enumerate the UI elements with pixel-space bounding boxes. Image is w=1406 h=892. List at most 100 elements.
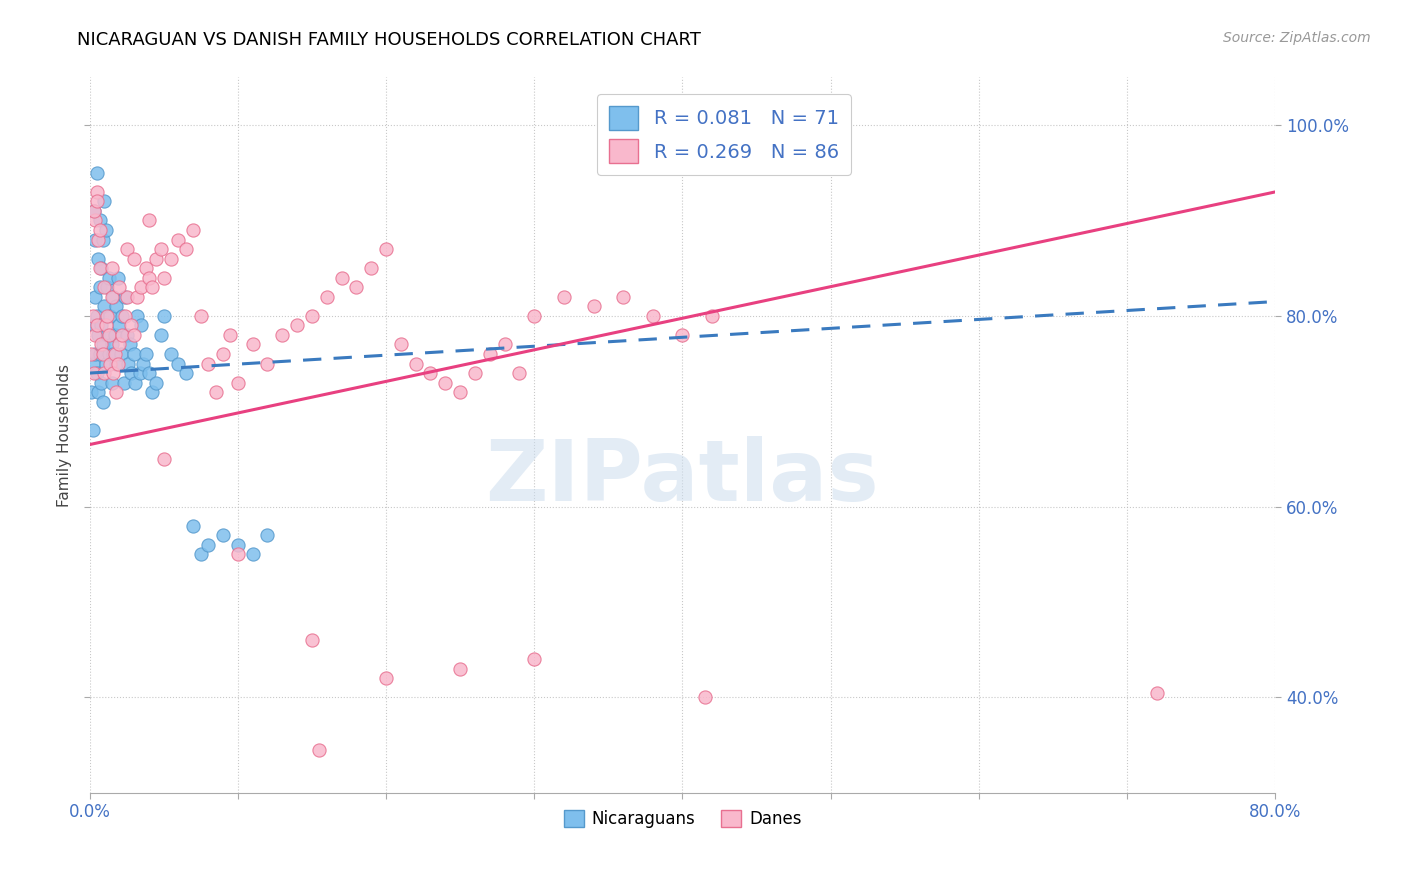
Point [84, 213, 107, 227]
Point [108, 318, 131, 333]
Point [449, 385, 471, 400]
Point [131, 280, 153, 294]
Point [100, 337, 122, 351]
Point [91, 394, 114, 409]
Point [344, 280, 367, 294]
Point [190, 309, 212, 323]
Point [120, 318, 142, 333]
Point [90, 318, 112, 333]
Point [98, 357, 121, 371]
Point [131, 318, 153, 333]
Point [315, 290, 337, 304]
Point [115, 242, 138, 256]
Point [197, 357, 219, 371]
Point [152, 451, 174, 466]
Point [103, 366, 125, 380]
Point [87, 385, 110, 400]
Text: NICARAGUAN VS DANISH FAMILY HOUSEHOLDS CORRELATION CHART: NICARAGUAN VS DANISH FAMILY HOUSEHOLDS C… [77, 31, 702, 49]
Point [83, 203, 105, 218]
Point [94, 318, 117, 333]
Point [84, 290, 107, 304]
Point [204, 385, 226, 400]
Point [93, 299, 115, 313]
Text: Source: ZipAtlas.com: Source: ZipAtlas.com [1223, 31, 1371, 45]
Point [108, 280, 131, 294]
Point [145, 252, 167, 266]
Point [212, 347, 235, 361]
Point [84, 347, 107, 361]
Point [100, 290, 122, 304]
Point [108, 337, 131, 351]
Point [693, 690, 716, 705]
Point [190, 547, 212, 561]
Point [104, 327, 127, 342]
Point [83, 318, 105, 333]
Point [135, 261, 157, 276]
Point [89, 213, 111, 227]
Point [174, 242, 197, 256]
Point [145, 376, 167, 390]
Point [94, 223, 117, 237]
Point [103, 290, 125, 304]
Point [122, 347, 145, 361]
Point [138, 366, 160, 380]
Point [86, 309, 108, 323]
Point [89, 223, 111, 237]
Point [256, 357, 278, 371]
Point [86, 194, 108, 209]
Point [125, 309, 148, 323]
Point [197, 538, 219, 552]
Point [508, 366, 530, 380]
Point [100, 376, 122, 390]
Point [91, 337, 114, 351]
Point [256, 528, 278, 542]
Point [94, 357, 117, 371]
Point [82, 423, 104, 437]
Point [111, 309, 134, 323]
Point [523, 309, 546, 323]
Point [87, 327, 110, 342]
Point [90, 337, 112, 351]
Point [112, 376, 135, 390]
Point [84, 327, 107, 342]
Point [167, 357, 190, 371]
Point [138, 270, 160, 285]
Point [118, 337, 141, 351]
Point [700, 309, 723, 323]
Point [132, 357, 155, 371]
Point [120, 366, 142, 380]
Point [86, 185, 108, 199]
Point [84, 233, 107, 247]
Point [82, 309, 104, 323]
Point [419, 366, 441, 380]
Point [671, 327, 693, 342]
Point [219, 327, 242, 342]
Point [301, 633, 323, 648]
Point [553, 290, 575, 304]
Point [110, 347, 132, 361]
Point [93, 280, 115, 294]
Point [271, 327, 294, 342]
Point [226, 538, 249, 552]
Point [90, 261, 112, 276]
Point [641, 309, 664, 323]
Point [104, 347, 127, 361]
Point [330, 270, 353, 285]
Point [124, 376, 146, 390]
Point [226, 547, 249, 561]
Point [96, 327, 118, 342]
Point [612, 290, 634, 304]
Point [152, 270, 174, 285]
Text: ZIPatlas: ZIPatlas [485, 436, 879, 519]
Point [86, 166, 108, 180]
Point [174, 366, 197, 380]
Point [90, 376, 112, 390]
Point [125, 290, 148, 304]
Point [523, 652, 546, 666]
Point [93, 366, 115, 380]
Point [375, 242, 398, 256]
Point [80, 347, 103, 361]
Point [105, 299, 128, 313]
Point [167, 233, 190, 247]
Point [97, 327, 120, 342]
